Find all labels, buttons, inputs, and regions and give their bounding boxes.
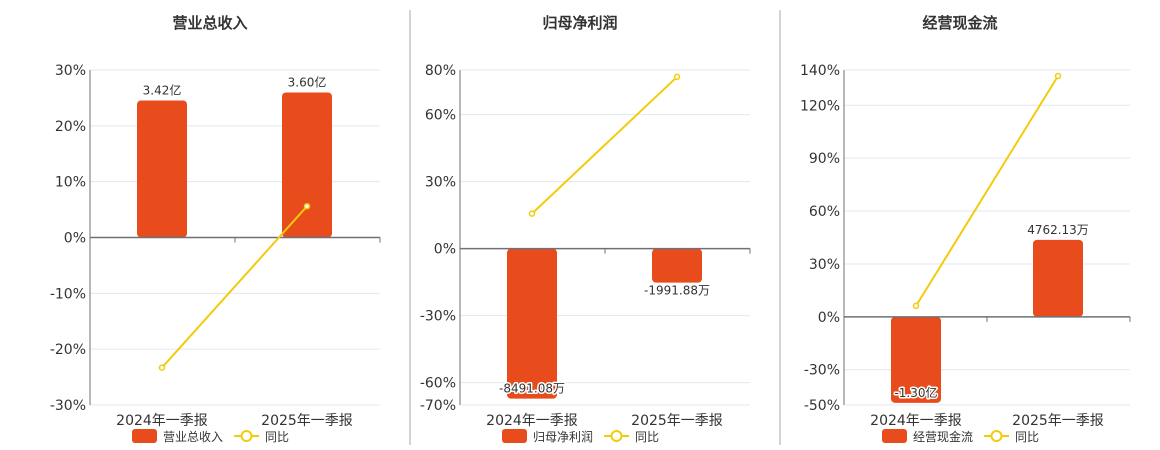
- legend-bar-swatch: [502, 429, 527, 443]
- y-tick-label: 140%: [800, 63, 840, 79]
- legend-bar-swatch: [132, 429, 157, 443]
- bar: [137, 100, 187, 238]
- y-tick-label: -30%: [804, 363, 840, 379]
- chart-title: 经营现金流: [922, 14, 997, 32]
- y-tick-label: 20%: [55, 119, 86, 135]
- y-tick-label: -10%: [50, 286, 86, 302]
- legend-bar-swatch: [882, 429, 907, 443]
- bar-data-label: -1.30亿: [894, 385, 937, 400]
- y-tick-label: -50%: [804, 398, 840, 414]
- line-point: [528, 210, 536, 217]
- bar-data-label: -1991.88万: [644, 284, 710, 298]
- legend-line-marker: [610, 430, 623, 442]
- line-point: [912, 302, 920, 310]
- y-tick-label: 30%: [809, 257, 840, 273]
- legend-line-label: 同比: [1015, 430, 1039, 444]
- y-tick-label: 30%: [55, 63, 86, 79]
- y-tick-label: 60%: [425, 108, 456, 124]
- y-tick-label: 0%: [64, 231, 86, 247]
- legend-line-marker: [240, 430, 253, 442]
- line-series-yoy: [915, 75, 1059, 307]
- chart-panel-2: 归母净利润 80% 60% 30% 0% -30% -60% -70% -8491.08万 -19…: [420, 14, 751, 444]
- legend-bar-label: 营业总收入: [163, 430, 223, 444]
- y-tick-label: -20%: [50, 342, 86, 358]
- bar-data-label: -8491.08万: [499, 382, 565, 396]
- legend-line-label: 同比: [635, 430, 659, 444]
- chart-title: 归母净利润: [542, 14, 617, 32]
- bar: [891, 316, 941, 403]
- chart-panel-1: 营业总收入 30% 20% 10% 0% -10% -20% -30% 3.42亿 3.60亿 20…: [50, 14, 381, 444]
- x-category-label: 2025年一季报: [1012, 413, 1104, 429]
- legend-bar-label: 归母净利润: [533, 430, 593, 444]
- line-point: [1054, 72, 1062, 80]
- chart-title: 营业总收入: [172, 14, 247, 32]
- line-series-yoy: [531, 76, 678, 215]
- bar: [507, 248, 557, 399]
- y-tick-label: 90%: [809, 151, 840, 167]
- line-point: [158, 364, 166, 371]
- y-tick-label: -60%: [420, 376, 456, 392]
- y-tick-label: 0%: [434, 242, 456, 258]
- bar: [652, 248, 702, 283]
- legend-line-marker: [990, 430, 1003, 442]
- y-tick-label: -30%: [50, 398, 86, 414]
- legend-bar-label: 经营现金流: [913, 429, 973, 444]
- line-point: [673, 73, 681, 81]
- y-tick-label: 10%: [55, 175, 86, 191]
- line-point: [303, 202, 311, 210]
- bar: [1033, 239, 1083, 317]
- y-tick-label: 0%: [818, 310, 840, 326]
- x-category-label: 2024年一季报: [116, 413, 208, 429]
- bar: [282, 92, 332, 238]
- y-tick-label: -30%: [420, 309, 456, 325]
- bar-data-label: 3.60亿: [288, 75, 327, 90]
- chart-panel-3: 经营现金流 140% 120% 90% 60% 30% 0% -30% -50% -1.30亿 47…: [800, 14, 1131, 444]
- bar-data-label: 3.42亿: [143, 83, 182, 98]
- y-tick-label: 120%: [800, 98, 840, 114]
- x-category-label: 2025年一季报: [631, 413, 723, 429]
- bar-data-label: 4762.13万: [1027, 223, 1089, 237]
- y-tick-label: 60%: [809, 204, 840, 220]
- x-category-label: 2024年一季报: [870, 413, 962, 429]
- y-tick-label: 80%: [425, 63, 456, 79]
- x-category-label: 2025年一季报: [261, 413, 353, 429]
- legend-line-label: 同比: [265, 430, 289, 444]
- y-tick-label: 30%: [425, 175, 456, 191]
- line-series-yoy: [161, 205, 308, 369]
- y-tick-label: -70%: [420, 398, 456, 414]
- x-category-label: 2024年一季报: [486, 413, 578, 429]
